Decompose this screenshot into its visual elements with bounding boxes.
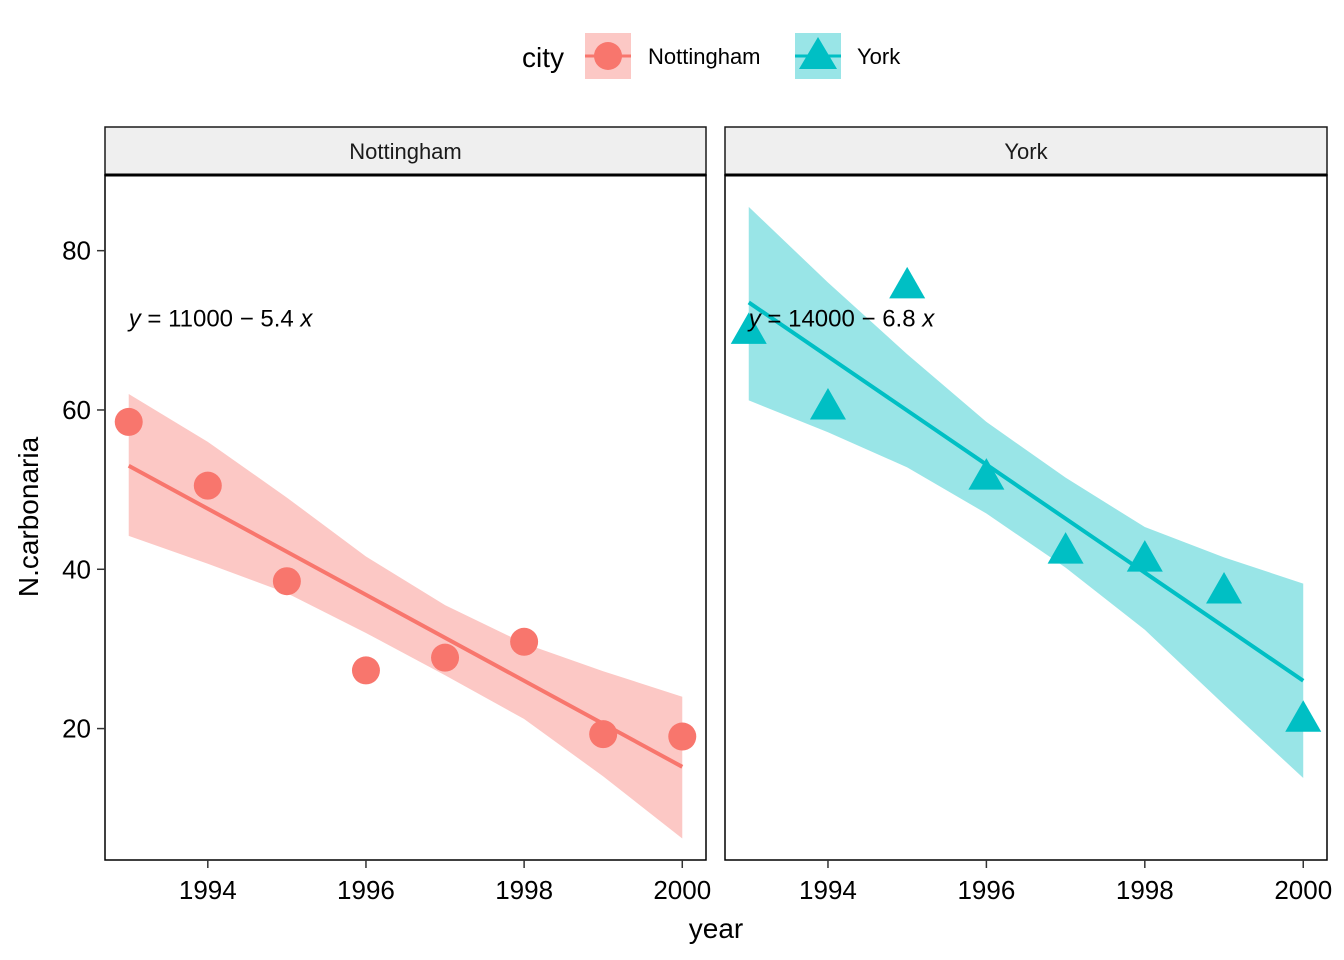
regression-equation: y = 11000 − 5.4 x — [127, 305, 314, 332]
data-point — [589, 720, 618, 749]
regression-equation: y = 14000 − 6.8 x — [747, 305, 935, 332]
x-tick-label: 1994 — [179, 875, 237, 905]
data-point — [431, 643, 460, 672]
x-tick-label: 2000 — [653, 875, 711, 905]
x-tick-label: 2000 — [1274, 875, 1332, 905]
equation-rhs: = 14000 − 6.8 — [761, 305, 922, 332]
panel-border — [104, 174, 707, 861]
facet-strip-label: Nottingham — [349, 139, 462, 164]
y-tick-label: 80 — [62, 236, 91, 266]
panel-border — [724, 174, 1328, 861]
equation-rhs: = 11000 − 5.4 — [141, 305, 301, 332]
regression-line — [127, 463, 684, 769]
equation-lhs: y — [747, 305, 763, 332]
y-tick-label: 20 — [62, 714, 91, 744]
x-tick-label: 1996 — [957, 875, 1015, 905]
data-point — [351, 656, 380, 685]
y-tick-label: 40 — [62, 554, 91, 584]
data-point — [1047, 532, 1084, 564]
legend-item-nottingham: Nottingham — [585, 33, 761, 79]
data-point — [730, 312, 767, 344]
facet-strip — [724, 126, 1328, 176]
data-point — [1126, 540, 1163, 572]
data-point — [272, 567, 301, 596]
equation-var: x — [921, 305, 935, 332]
equation-var: x — [299, 305, 313, 332]
y-axis-title: N.carbonaria — [13, 436, 44, 597]
x-tick-label: 1998 — [495, 875, 553, 905]
regression-line — [747, 300, 1305, 683]
data-point — [668, 722, 697, 751]
x-tick-label: 1998 — [1116, 875, 1174, 905]
data-point — [1206, 571, 1243, 604]
legend-title: city — [522, 42, 564, 73]
data-point — [889, 266, 926, 299]
data-point — [1285, 700, 1322, 732]
legend-item-york: York — [795, 33, 901, 79]
x-tick-label: 1994 — [799, 875, 857, 905]
data-point — [193, 471, 222, 500]
legend-label: Nottingham — [648, 44, 761, 69]
data-point — [968, 458, 1005, 490]
equation-lhs: y — [127, 305, 143, 332]
legend: city Nottingham York — [522, 33, 901, 79]
panel-york: York y = 14000 − 6.8 x 1994 1996 1998 2000 — [724, 126, 1332, 905]
x-tick-label: 1996 — [337, 875, 395, 905]
facet-strip — [104, 126, 707, 176]
data-point — [114, 407, 143, 436]
data-point — [510, 627, 539, 656]
y-tick-label: 60 — [62, 395, 91, 425]
legend-label: York — [857, 44, 901, 69]
panel-nottingham: Nottingham y = 11000 − 5.4 x 1994 1996 1998 2… — [62, 126, 711, 905]
x-axis-title: year — [689, 913, 743, 944]
facet-strip-label: York — [1004, 139, 1048, 164]
data-point — [809, 387, 846, 420]
legend-key-circle — [594, 42, 622, 70]
legend-key-triangle — [799, 37, 837, 69]
